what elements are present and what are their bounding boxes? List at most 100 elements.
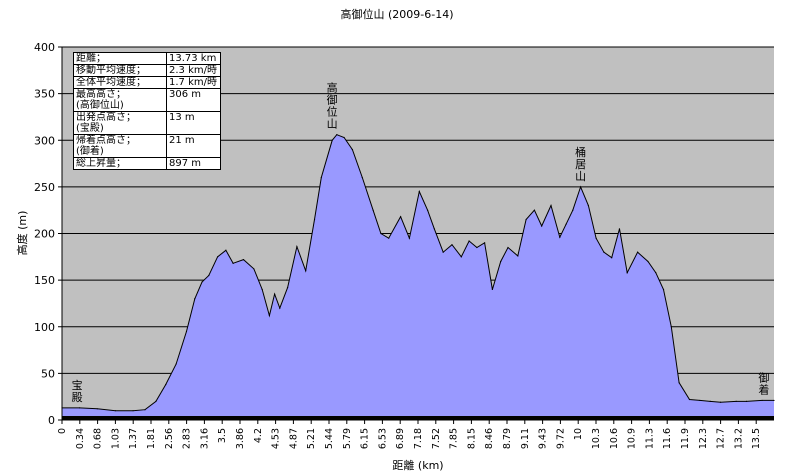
- elevation-point: [442, 251, 444, 253]
- x-tick-label: 4.87: [288, 428, 299, 449]
- elevation-point: [678, 382, 680, 384]
- elevation-point: [507, 246, 509, 249]
- elevation-point: [773, 399, 775, 402]
- stats-label: 総上昇量；: [73, 157, 167, 170]
- elevation-line: [62, 134, 774, 412]
- elevation-point: [517, 255, 519, 257]
- stats-value: 13.73 km: [166, 52, 221, 65]
- elevation-point: [201, 281, 203, 283]
- x-tick-label: 9.11: [520, 428, 531, 449]
- stats-label: 移動平均速度；: [73, 64, 167, 77]
- elevation-point: [618, 228, 621, 230]
- elevation-point: [688, 398, 691, 401]
- x-tick-label: 4.2: [253, 428, 264, 443]
- stats-value: 1.7 km/時: [166, 76, 221, 89]
- elevation-point: [541, 225, 543, 227]
- elevation-point: [253, 268, 255, 270]
- stats-value: 2.3 km/時: [166, 64, 221, 77]
- x-tick-label: 1.81: [146, 428, 157, 449]
- x-tick-label: 11.9: [680, 428, 691, 449]
- x-tick-label: 0.68: [93, 428, 104, 449]
- x-tick-label: 8.79: [502, 428, 513, 449]
- elevation-point: [626, 272, 628, 274]
- x-tick-label: 8.46: [484, 428, 495, 449]
- x-tick-label: 2.83: [182, 428, 193, 449]
- elevation-point: [331, 139, 333, 141]
- peak-label-text: 高御位山: [327, 81, 338, 131]
- stats-row: 総上昇量； 897 m: [73, 157, 221, 170]
- x-tick-label: 5.79: [342, 428, 353, 449]
- elevation-point: [525, 218, 527, 221]
- stats-row: 全体平均速度； 1.7 km/時: [73, 76, 221, 89]
- elevation-point: [261, 288, 263, 291]
- elevation-point: [343, 136, 345, 139]
- stats-table: 距離； 13.73 km 移動平均速度； 2.3 km/時 全体平均速度； 1.7 km/…: [73, 52, 221, 170]
- elevation-point: [400, 216, 402, 218]
- elevation-point: [165, 383, 167, 386]
- elevation-point: [194, 298, 196, 300]
- elevation-point: [719, 401, 722, 403]
- stats-label: 最高高さ； (高御位山): [73, 88, 167, 112]
- x-tick-label: 5.44: [324, 428, 335, 449]
- y-tick-label: 150: [34, 274, 55, 287]
- x-tick-label: 3.16: [199, 428, 210, 449]
- elevation-point: [637, 251, 639, 253]
- x-tick-label: 7.52: [431, 428, 442, 449]
- elevation-point: [699, 399, 701, 402]
- elevation-point: [175, 363, 177, 365]
- elevation-point: [468, 240, 470, 242]
- elevation-point: [579, 186, 582, 188]
- x-tick-label: 6.89: [395, 428, 406, 449]
- x-tick-label: 10.3: [591, 428, 602, 449]
- elevation-point: [132, 410, 134, 412]
- elevation-point: [709, 400, 711, 402]
- elevation-area: [62, 134, 774, 420]
- elevation-point: [662, 288, 665, 291]
- x-axis-ticks: 0 0.34 0.68 1.03 1.37 1.81 2.56 2.83 3.16 3.5 3.86…: [57, 420, 762, 449]
- chart-title: 高御位山 (2009-6-14): [340, 7, 453, 21]
- x-tick-label: 4.53: [271, 428, 282, 449]
- peak-label-text: 御着: [758, 370, 769, 396]
- peak-label: 御着: [758, 370, 769, 396]
- x-tick-label: 6.53: [377, 428, 388, 449]
- y-tick-label: 200: [34, 228, 55, 241]
- y-tick-label: 0: [48, 414, 55, 427]
- elevation-point: [670, 326, 672, 328]
- x-tick-label: 10.9: [627, 428, 638, 449]
- x-tick-label: 12.7: [716, 428, 727, 449]
- x-tick-label: 0.34: [75, 428, 86, 449]
- elevation-point: [611, 257, 613, 259]
- elevation-point: [533, 209, 536, 211]
- peak-label: 宝殿: [72, 378, 83, 404]
- elevation-point: [216, 256, 219, 258]
- y-tick-label: 400: [34, 41, 55, 54]
- x-tick-label: 7.85: [449, 428, 460, 449]
- elevation-point: [208, 274, 210, 277]
- elevation-point: [426, 209, 429, 211]
- elevation-point: [79, 407, 81, 409]
- elevation-point: [491, 288, 494, 291]
- stats-label: 出発点高さ； (宝殿): [73, 111, 167, 135]
- elevation-point: [565, 223, 567, 225]
- elevation-point: [572, 209, 574, 211]
- elevation-point: [155, 400, 157, 402]
- y-tick-label: 250: [34, 181, 55, 194]
- elevation-point: [232, 262, 234, 264]
- stats-value: 21 m: [166, 134, 221, 158]
- elevation-point: [320, 176, 322, 179]
- elevation-point: [361, 176, 363, 179]
- x-tick-label: 0: [57, 428, 68, 434]
- elevation-point: [500, 260, 502, 263]
- elevation-point: [144, 409, 146, 411]
- x-tick-label: 6.15: [360, 428, 371, 449]
- x-tick-label: 1.37: [128, 428, 139, 449]
- elevation-point: [484, 242, 486, 244]
- elevation-point: [655, 272, 657, 274]
- elevation-point: [296, 245, 298, 248]
- x-tick-label: 11.3: [644, 428, 655, 449]
- elevation-series: [61, 47, 775, 421]
- elevation-point: [351, 148, 354, 151]
- stats-label: 帰着点高さ； (御着): [73, 134, 167, 158]
- y-tick-label: 50: [41, 367, 55, 380]
